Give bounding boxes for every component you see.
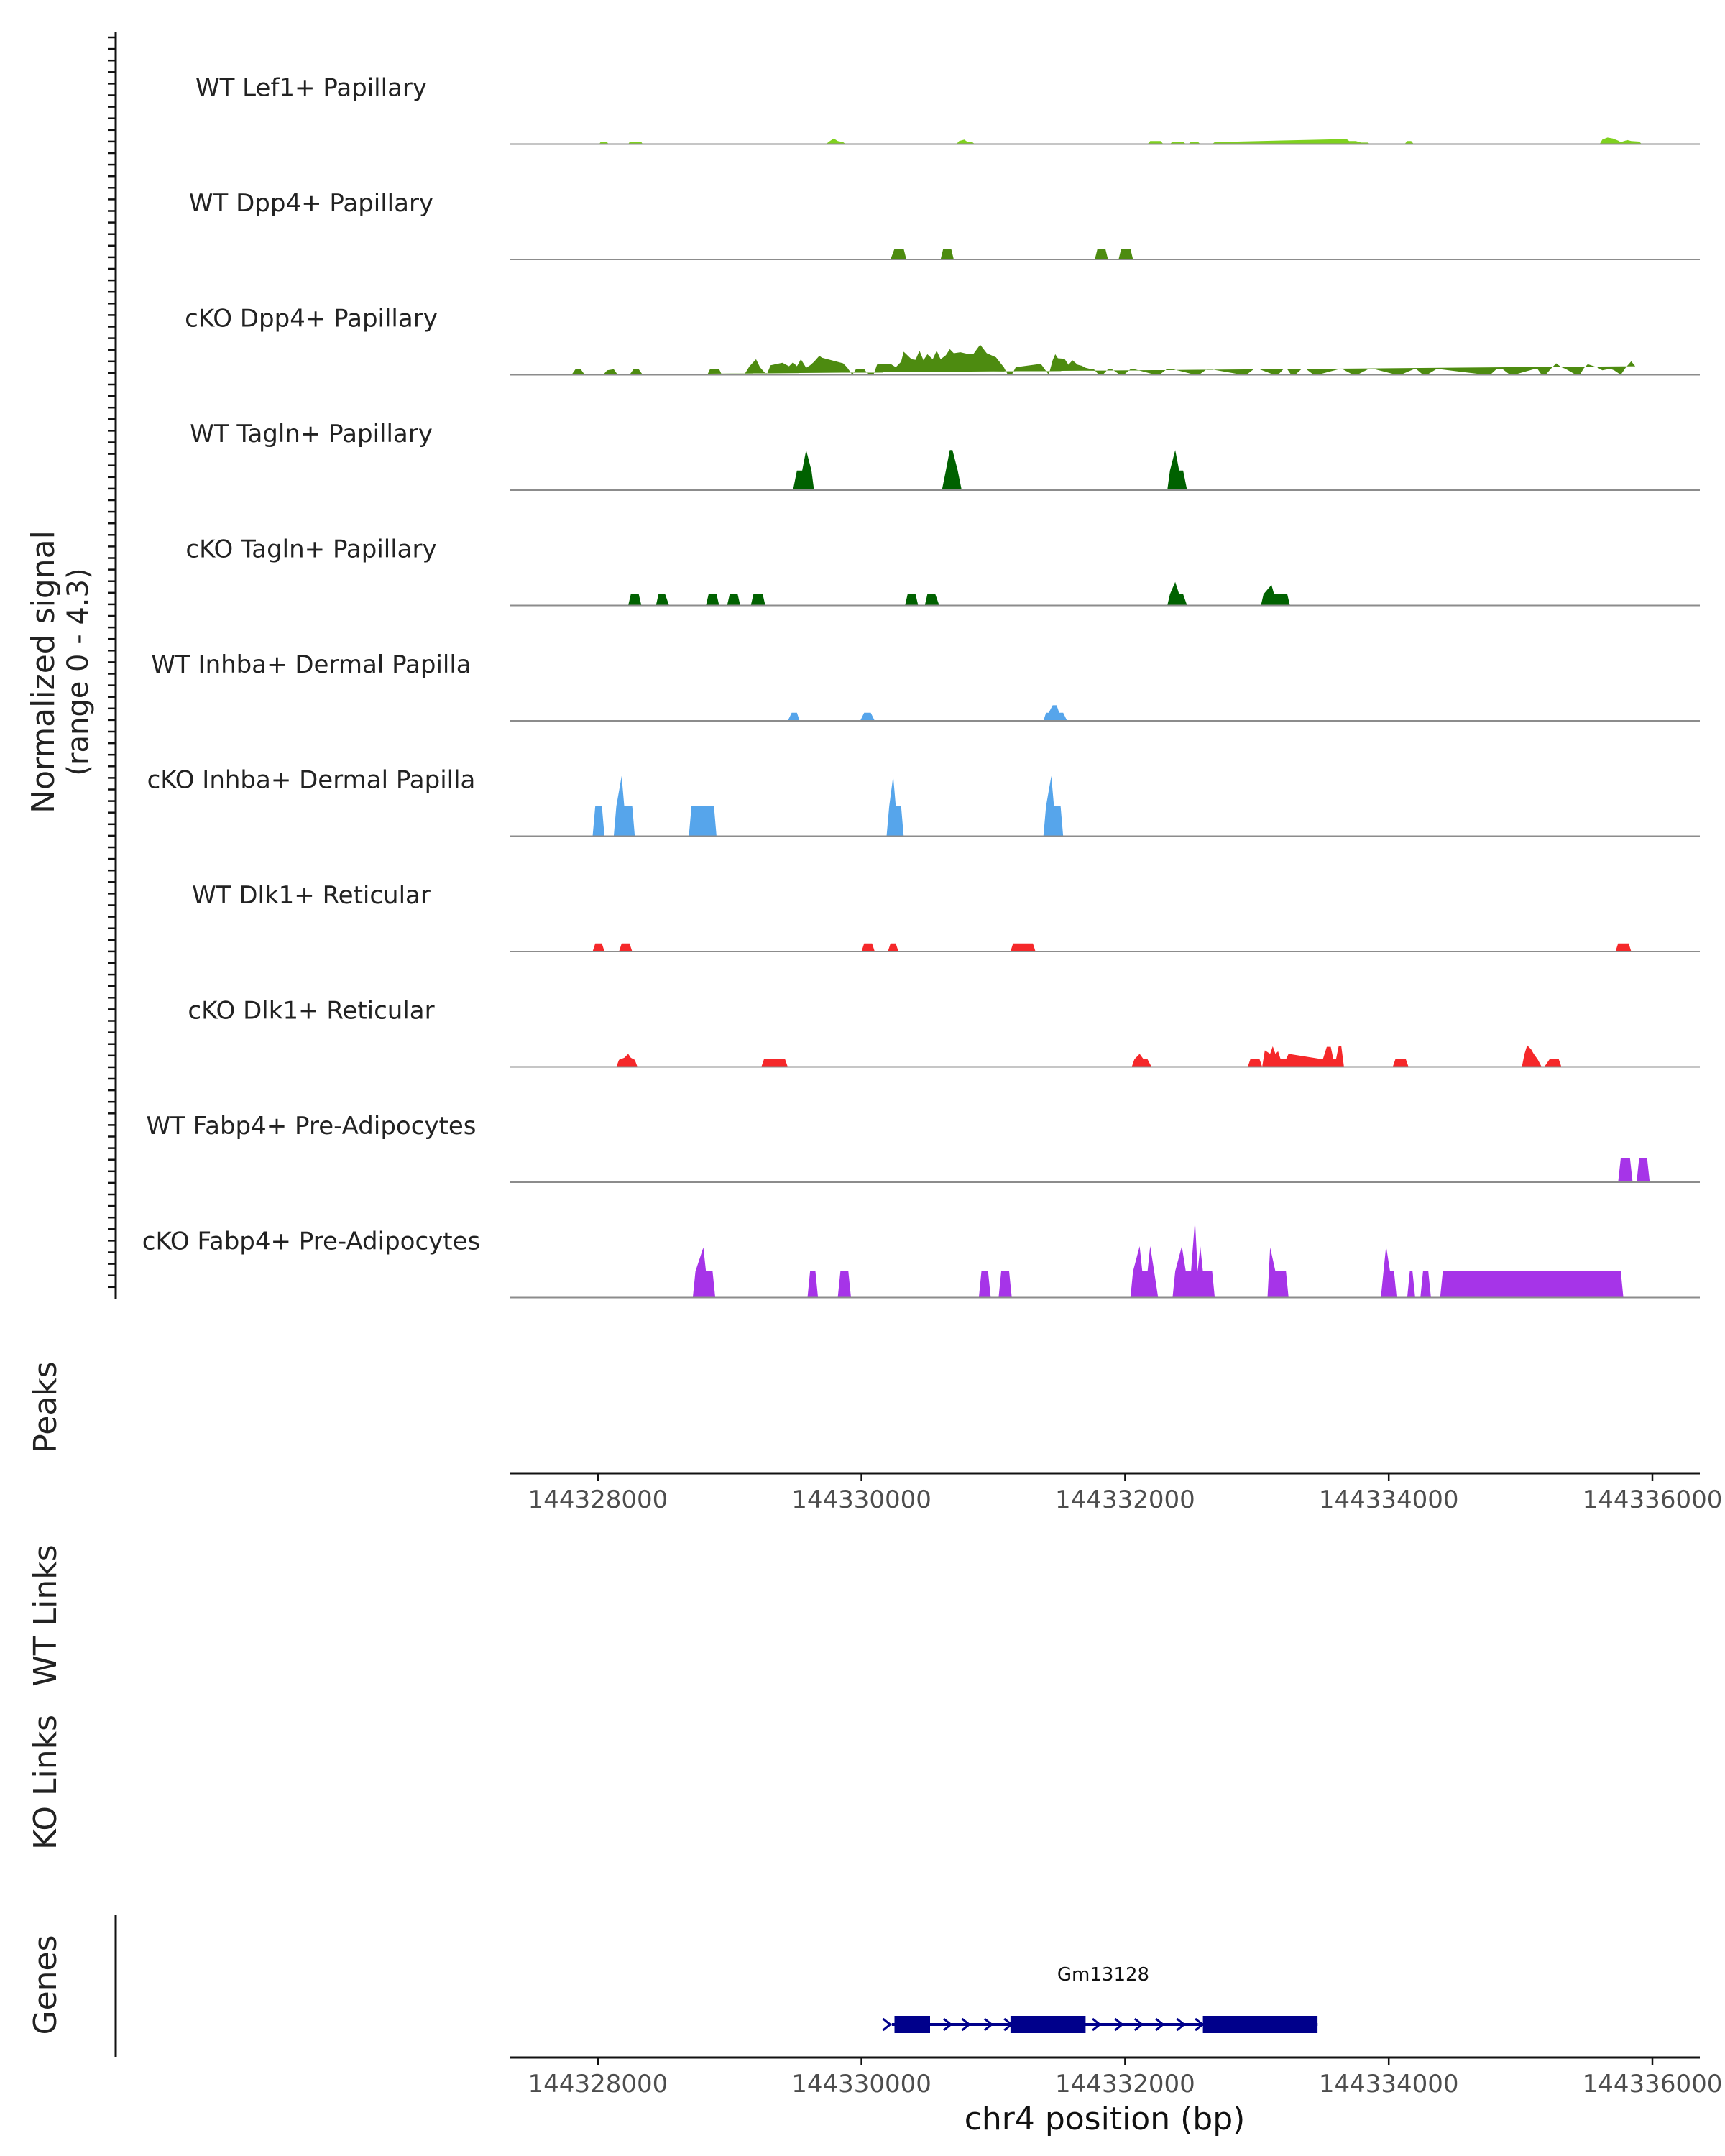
coverage-area	[793, 450, 1187, 490]
ko-links-panel-label: KO Links	[27, 1715, 64, 1850]
coverage-area	[592, 943, 1632, 952]
coverage-track: cKO Inhba+ Dermal Papilla	[147, 766, 1700, 837]
genes-panel-label: Genes	[27, 1935, 64, 2035]
x-axis-tick-label: 144332000	[1055, 1485, 1195, 1514]
track-label: WT Inhba+ Dermal Papilla	[151, 650, 471, 679]
strand-arrow	[1003, 2017, 1013, 2032]
track-label: WT Tagln+ Papillary	[190, 420, 433, 448]
track-label: cKO Fabp4+ Pre-Adipocytes	[142, 1227, 481, 1256]
track-label: cKO Inhba+ Dermal Papilla	[147, 766, 476, 795]
strand-arrow	[1114, 2017, 1124, 2032]
signal-y-axis	[108, 32, 117, 1299]
coverage-area	[628, 581, 1290, 606]
coverage-track: cKO Dpp4+ Papillary	[185, 305, 1700, 376]
track-label: WT Fabp4+ Pre-Adipocytes	[147, 1112, 477, 1141]
coverage-track: WT Dlk1+ Reticular	[192, 881, 1700, 952]
gene-exon	[894, 2016, 930, 2033]
gene-label: Gm13128	[1057, 1964, 1149, 1986]
wt-links-panel-label: WT Links	[27, 1544, 64, 1686]
track-label: cKO Dlk1+ Reticular	[188, 997, 434, 1026]
coverage-track: WT Fabp4+ Pre-Adipocytes	[147, 1112, 1700, 1183]
track-label: WT Lef1+ Papillary	[196, 74, 427, 103]
strand-arrow	[1092, 2017, 1102, 2032]
coverage-area	[692, 1220, 1624, 1298]
strand-arrow	[1133, 2017, 1144, 2032]
strand-arrow	[983, 2017, 994, 2032]
coverage-track: cKO Dlk1+ Reticular	[188, 997, 1700, 1068]
strand-arrow	[942, 2017, 953, 2032]
strand-arrow	[1176, 2017, 1186, 2032]
genes-x-axis-ticks: 144328000 144330000 144332000 144334000 1443…	[528, 2058, 1723, 2099]
x-axis-tick-label: 144334000	[1319, 1485, 1459, 1514]
track-label: cKO Dpp4+ Papillary	[185, 305, 438, 333]
y-axis-range-label: (range 0 - 4.3)	[62, 568, 95, 775]
strand-arrow	[961, 2017, 971, 2032]
x-axis-tick-label: 144330000	[791, 1485, 932, 1514]
peaks-panel-label: Peaks	[27, 1361, 64, 1452]
gene-exon	[1202, 2016, 1318, 2033]
coverage-track: WT Dpp4+ Papillary	[189, 189, 1700, 260]
track-label: cKO Tagln+ Papillary	[185, 535, 436, 564]
x-axis-tick-label: 144328000	[528, 1485, 668, 1514]
x-axis-tick-label: 144336000	[1583, 1485, 1723, 1514]
y-axis-label: Normalized signal	[25, 530, 62, 814]
coverage-area	[592, 775, 1064, 837]
coverage-track: WT Lef1+ Papillary	[196, 74, 1700, 145]
coverage-area	[616, 1045, 1562, 1067]
x-axis-tick-label: 144334000	[1319, 2070, 1459, 2099]
coverage-area	[891, 249, 1133, 259]
gene-model-track	[882, 2016, 1318, 2033]
coverage-area	[599, 137, 1642, 144]
coverage-tracks: WT Lef1+ Papillary WT Dpp4+ Papillary cKO …	[142, 74, 1700, 1299]
peaks-x-axis-ticks: 144328000 144330000 144332000 144334000 1443…	[528, 1473, 1723, 1514]
x-axis-tick-label: 144330000	[791, 2070, 932, 2099]
gene-exon	[1010, 2016, 1086, 2033]
strand-arrow	[1195, 2017, 1205, 2032]
coverage-track: WT Inhba+ Dermal Papilla	[151, 650, 1700, 722]
x-axis-tick-label: 144332000	[1055, 2070, 1195, 2099]
strand-arrow	[882, 2017, 892, 2032]
x-axis-tick-label: 144328000	[528, 2070, 668, 2099]
coverage-track: cKO Fabp4+ Pre-Adipocytes	[142, 1220, 1700, 1299]
strand-arrow	[1155, 2017, 1165, 2032]
coverage-area	[571, 344, 1636, 375]
coverage-area	[788, 705, 1067, 721]
coverage-area	[1618, 1158, 1650, 1182]
track-label: WT Dpp4+ Papillary	[189, 189, 433, 218]
coverage-track: cKO Tagln+ Papillary	[185, 535, 1700, 607]
track-label: WT Dlk1+ Reticular	[192, 881, 431, 910]
coverage-track: WT Tagln+ Papillary	[190, 420, 1700, 491]
x-axis-label: chr4 position (bp)	[965, 2101, 1246, 2137]
x-axis-tick-label: 144336000	[1583, 2070, 1723, 2099]
